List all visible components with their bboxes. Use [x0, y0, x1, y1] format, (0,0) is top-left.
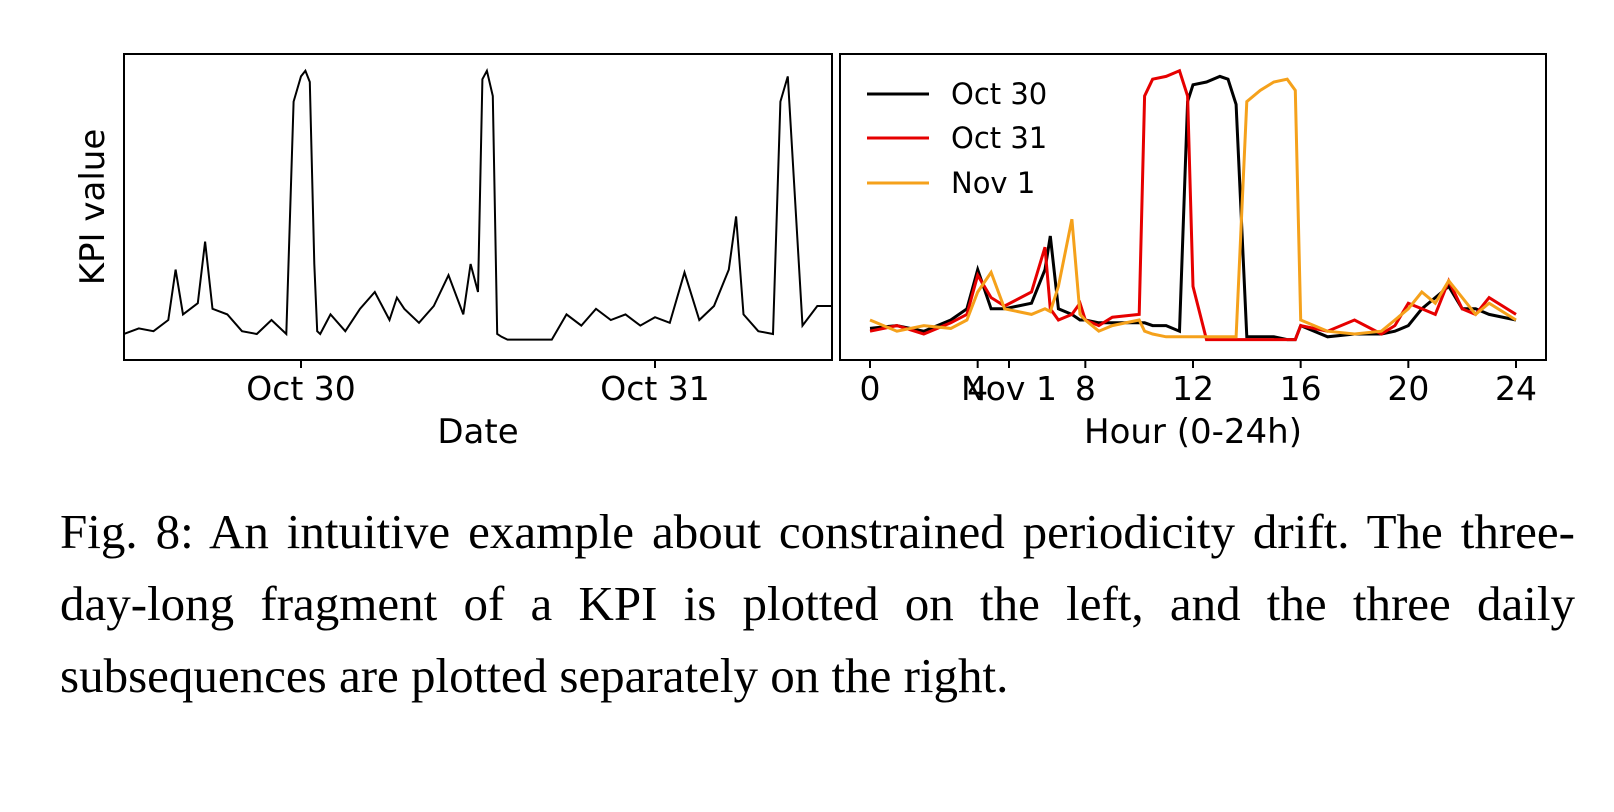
right-tick-label: 20	[1387, 369, 1429, 408]
oct31-series-line	[869, 68, 1517, 342]
right-x-axis-label: Hour (0-24h)	[1084, 412, 1302, 452]
right-tick-label: 0	[860, 369, 881, 408]
right-tick-label: 12	[1172, 369, 1214, 408]
oct30-series-line	[869, 74, 1517, 342]
left-plot-frame	[123, 53, 833, 361]
right-plot-frame	[839, 53, 1547, 361]
right-tick-label: 8	[1075, 369, 1096, 408]
left-plot-area	[124, 67, 832, 341]
left-y-axis-label: KPI value	[73, 129, 113, 286]
left-tick-label: Nov 1	[961, 369, 1057, 408]
left-x-axis-label: Date	[437, 412, 518, 452]
right-panel: 0 4 8 12 16 20 24 Hour (0-24h) Oct 30 Oct 31 N…	[839, 53, 1547, 452]
figure-caption: Fig. 8: An intuitive example about const…	[60, 504, 1575, 703]
right-tick-label: 4	[967, 369, 988, 408]
left-x-ticks: Oct 30 Oct 31 Nov 1	[246, 360, 1057, 408]
right-tick-label: 24	[1495, 369, 1537, 408]
left-tick-label: Oct 31	[600, 369, 710, 408]
right-tick-label: 16	[1280, 369, 1322, 408]
left-panel: Oct 30 Oct 31 Nov 1 Date KPI value	[73, 53, 1057, 452]
nov1-series-line	[869, 77, 1517, 339]
legend: Oct 30 Oct 31 Nov 1	[867, 77, 1047, 200]
left-kpi-series-line	[124, 67, 832, 341]
right-plot-area	[869, 68, 1517, 342]
legend-label-nov1: Nov 1	[951, 166, 1035, 200]
legend-label-oct30: Oct 30	[951, 77, 1047, 111]
right-x-ticks: 0 4 8 12 16 20 24	[860, 360, 1537, 408]
legend-label-oct31: Oct 31	[951, 121, 1047, 155]
left-tick-label: Oct 30	[246, 369, 356, 408]
figure: Oct 30 Oct 31 Nov 1 Date KPI value 0 4 8 12 16…	[73, 53, 1547, 452]
